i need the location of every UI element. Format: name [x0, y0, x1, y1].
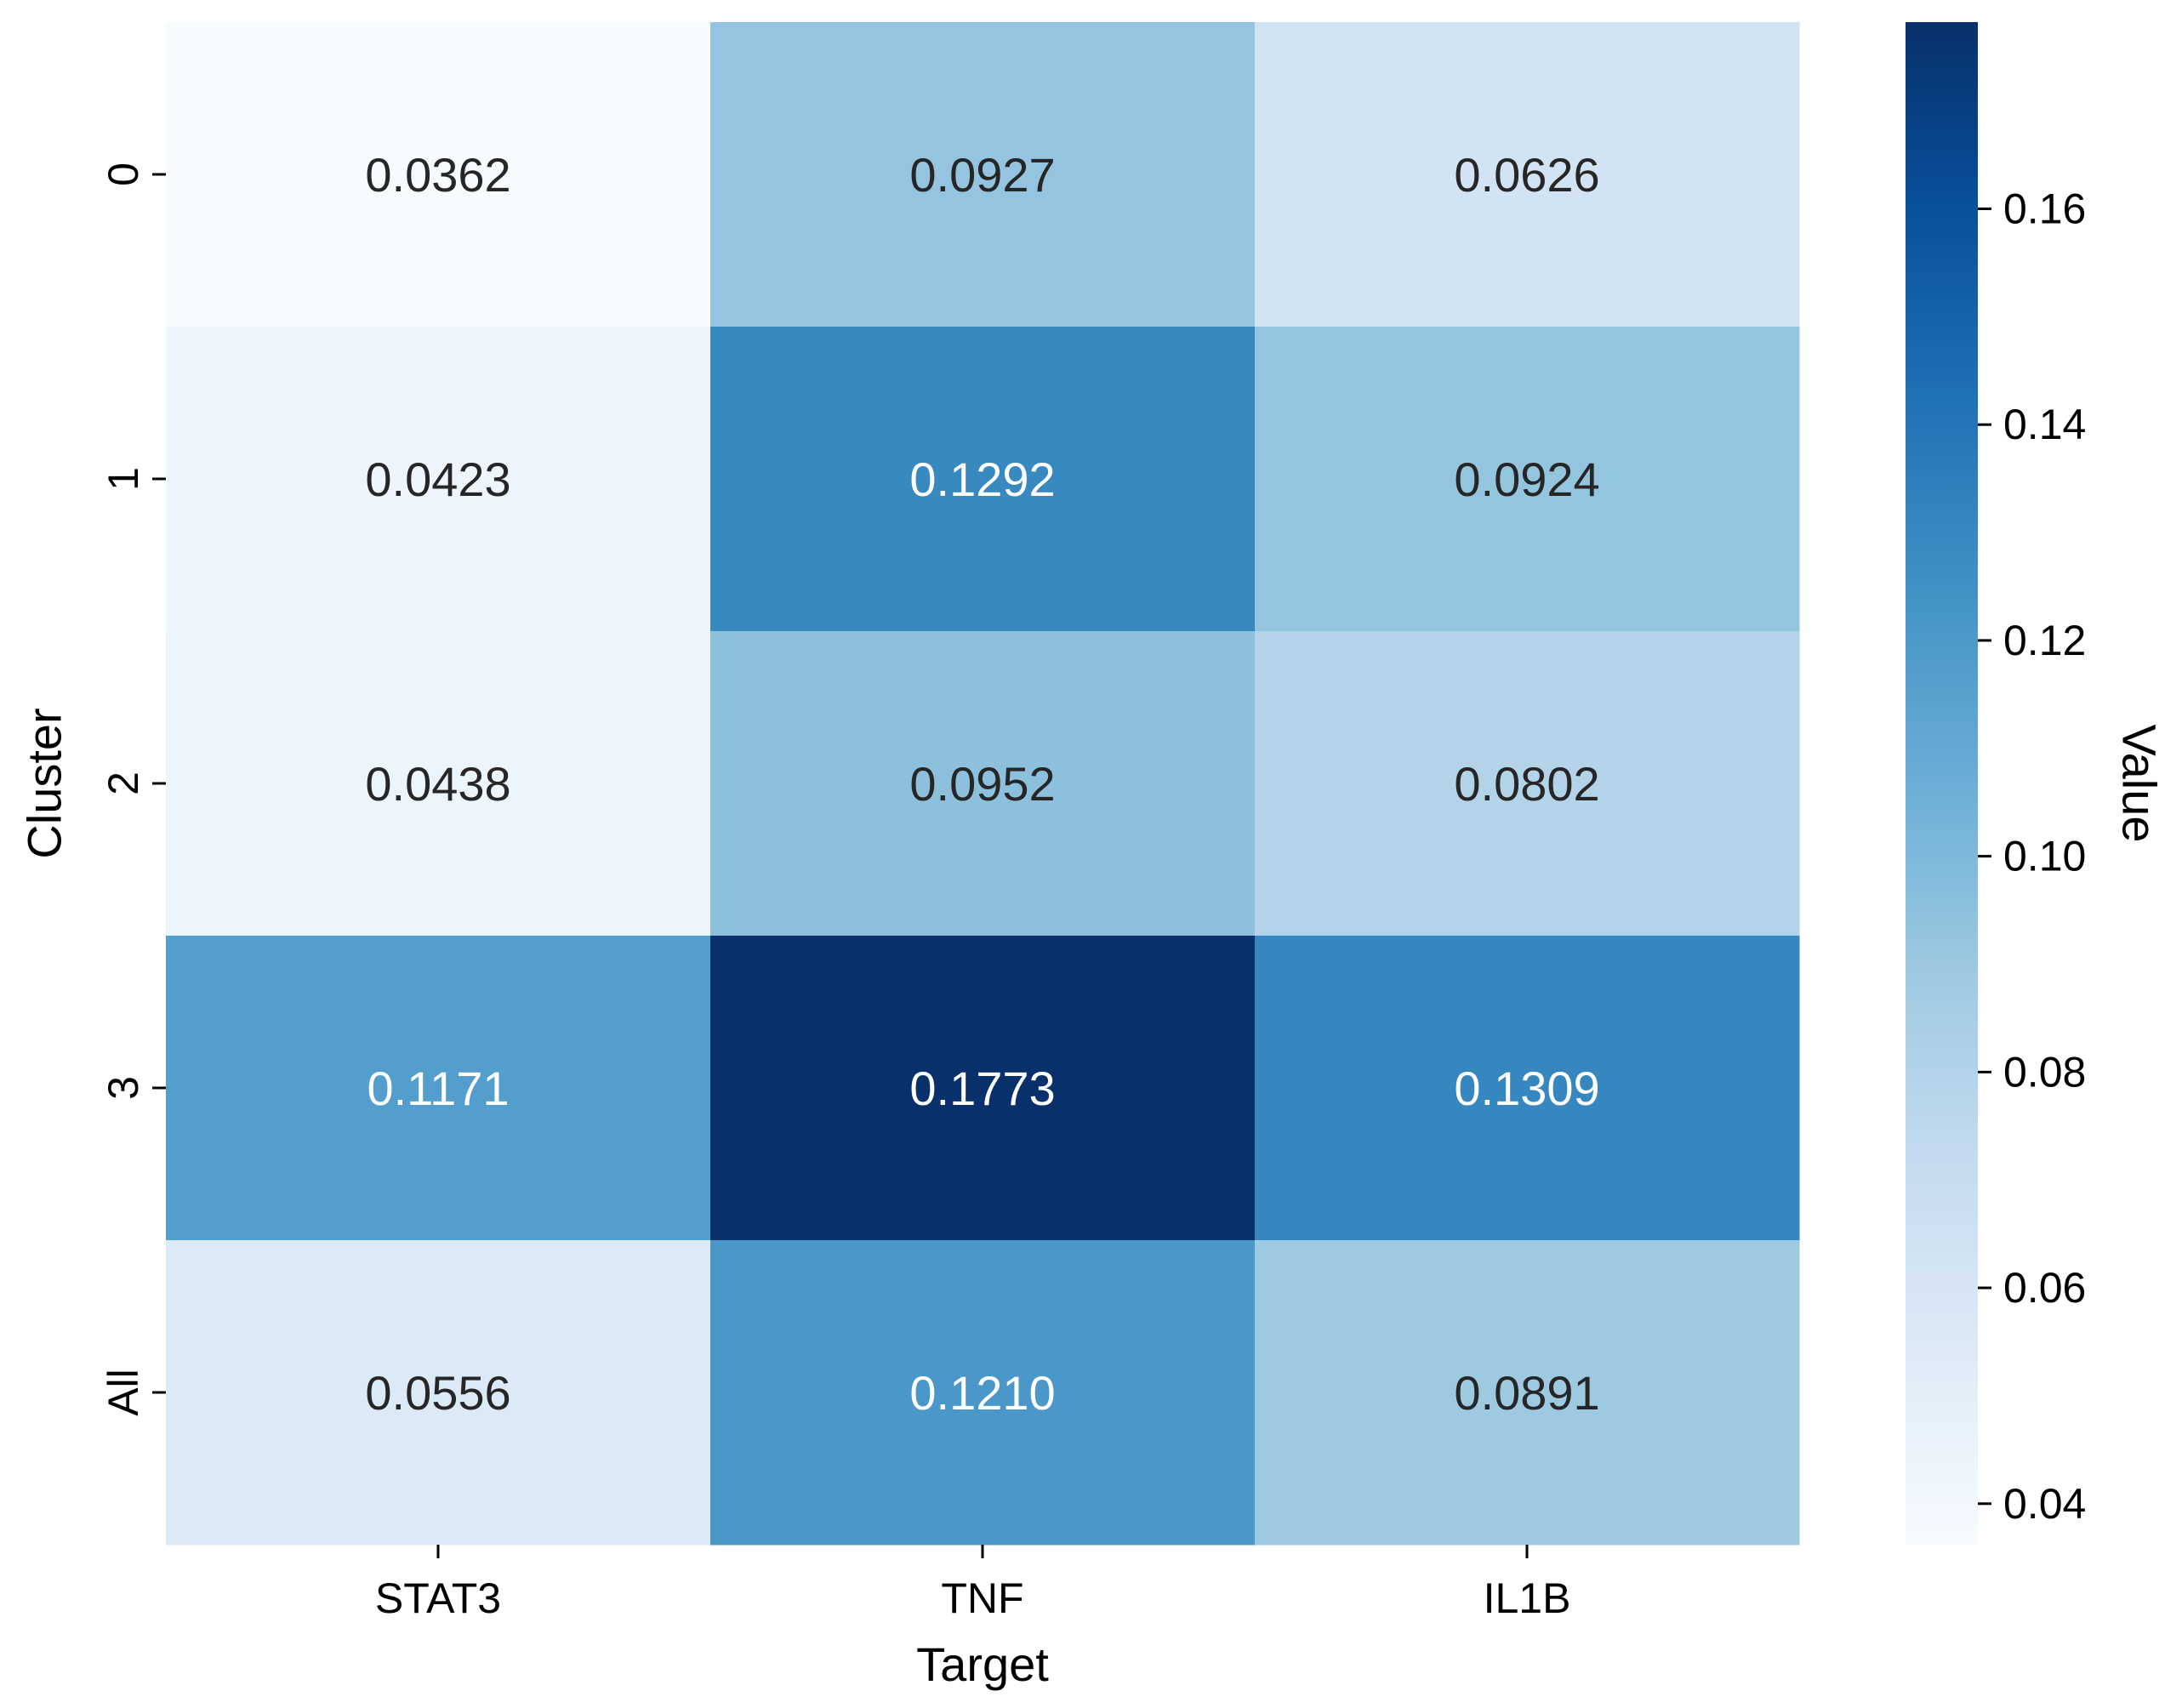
- cell-value-label: 0.1210: [909, 1366, 1055, 1420]
- heatmap-cell: [710, 1240, 1256, 1546]
- colorbar-title: Value: [2113, 724, 2167, 842]
- heatmap-cell: [1255, 22, 1800, 327]
- x-tick-label: IL1B: [1484, 1574, 1571, 1622]
- colorbar: [1906, 22, 1978, 1545]
- heatmap-cells: [166, 22, 1800, 1546]
- cell-value-label: 0.0556: [365, 1366, 510, 1420]
- cell-value-label: 0.0423: [365, 453, 510, 506]
- heatmap-cell: [1255, 936, 1800, 1241]
- heatmap-cell-labels: 0.0362 0.0927 0.0626 0.0423 0.1292 0.0924 0.04…: [365, 148, 1599, 1420]
- colorbar-axis: 0.04 0.06 0.08 0.10 0.12 0.14 0.16: [1978, 185, 2086, 1528]
- colorbar-tick-label: 0.14: [2003, 401, 2086, 448]
- heatmap-cell: [1255, 327, 1800, 632]
- heatmap-cell: [710, 327, 1256, 632]
- cell-value-label: 0.0362: [365, 148, 510, 202]
- cell-value-label: 0.0891: [1454, 1366, 1599, 1420]
- colorbar-tick-label: 0.04: [2003, 1480, 2086, 1528]
- y-axis: 0 1 2 3 All: [100, 162, 166, 1416]
- heatmap-cell: [710, 22, 1256, 327]
- cell-value-label: 0.1773: [909, 1062, 1055, 1115]
- x-axis: STAT3 TNF IL1B: [375, 1545, 1571, 1622]
- heatmap-cell: [166, 936, 711, 1241]
- heatmap-cell: [1255, 631, 1800, 937]
- colorbar-tick-label: 0.08: [2003, 1048, 2086, 1096]
- cell-value-label: 0.1171: [367, 1062, 509, 1115]
- cell-value-label: 0.0802: [1454, 757, 1599, 811]
- heatmap-cell: [1255, 1240, 1800, 1546]
- heatmap-cell: [710, 631, 1256, 937]
- colorbar-tick-label: 0.10: [2003, 833, 2086, 880]
- y-tick-label: 1: [100, 467, 147, 491]
- colorbar-tick-label: 0.06: [2003, 1264, 2086, 1312]
- heatmap-cell: [710, 936, 1256, 1241]
- cell-value-label: 0.0626: [1454, 148, 1599, 202]
- cell-value-label: 0.1292: [909, 453, 1055, 506]
- y-axis-title: Cluster: [18, 708, 71, 858]
- heatmap-cell: [166, 327, 711, 632]
- x-tick-label: STAT3: [375, 1574, 501, 1622]
- y-tick-label: All: [100, 1369, 147, 1416]
- x-axis-title: Target: [916, 1637, 1049, 1691]
- colorbar-tick-label: 0.16: [2003, 185, 2086, 232]
- heatmap-cell: [166, 1240, 711, 1546]
- heatmap-cell: [166, 22, 711, 327]
- y-tick-label: 3: [100, 1076, 147, 1100]
- cell-value-label: 0.1309: [1454, 1062, 1599, 1115]
- cell-value-label: 0.0927: [909, 148, 1055, 202]
- y-tick-label: 0: [100, 162, 147, 186]
- colorbar-tick-label: 0.12: [2003, 617, 2086, 664]
- y-tick-label: 2: [100, 771, 147, 795]
- heatmap-cell: [166, 631, 711, 937]
- cell-value-label: 0.0952: [909, 757, 1055, 811]
- cell-value-label: 0.0438: [365, 757, 510, 811]
- cell-value-label: 0.0924: [1454, 453, 1599, 506]
- x-tick-label: TNF: [941, 1574, 1023, 1622]
